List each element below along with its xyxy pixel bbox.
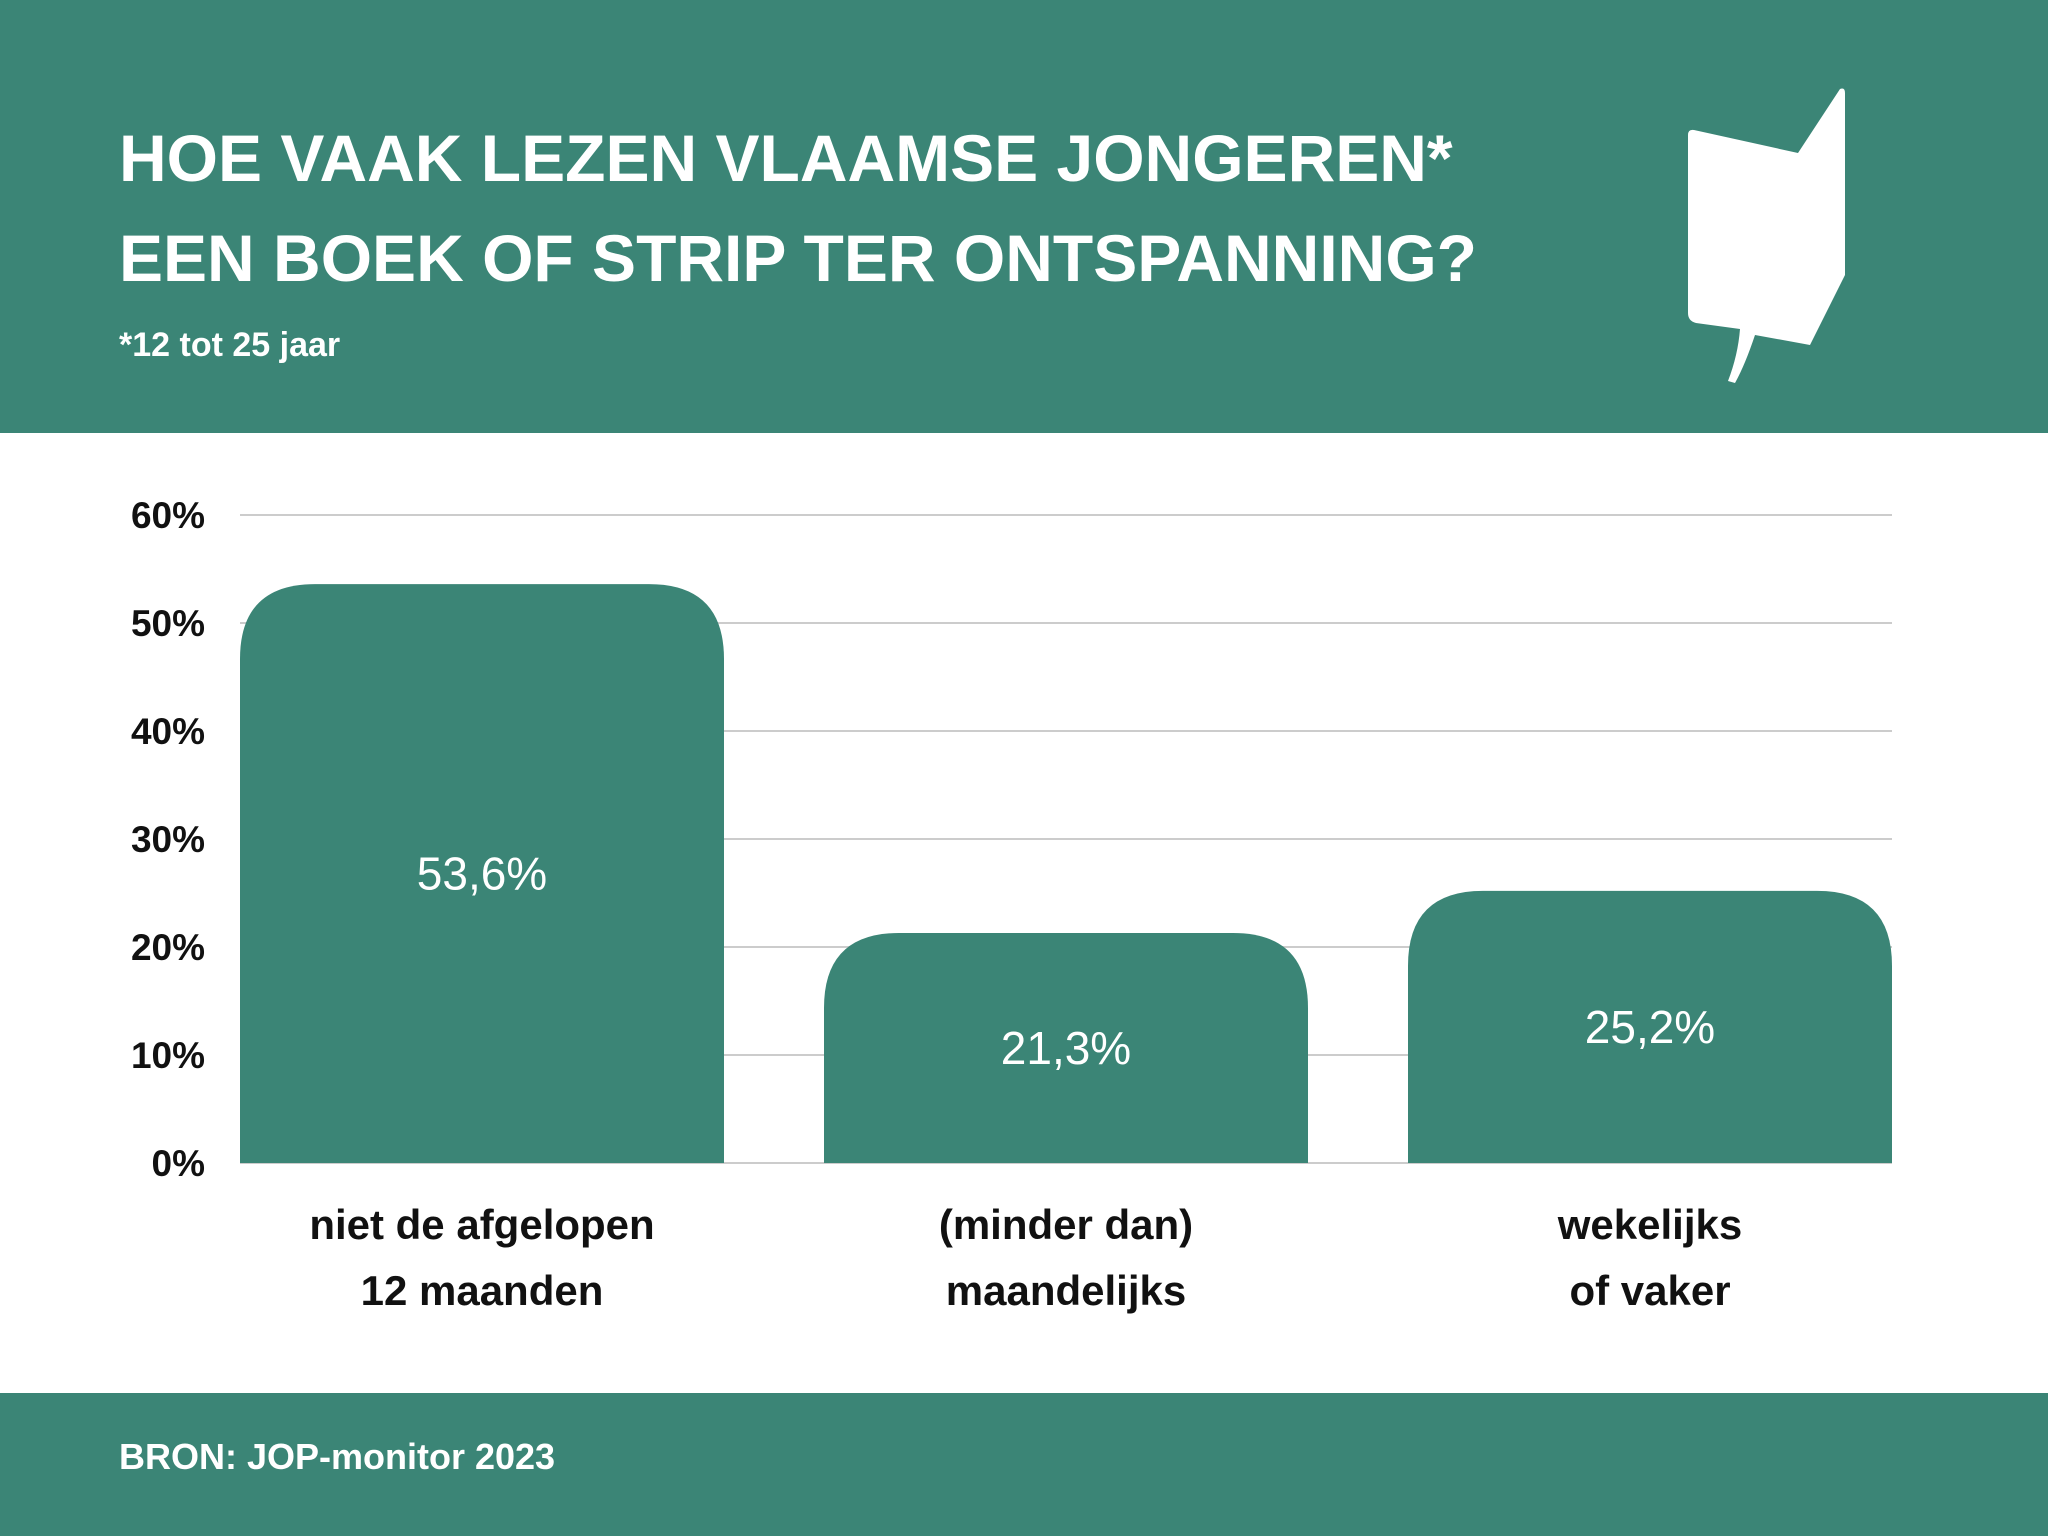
category-label: of vaker [1569,1267,1730,1314]
y-axis-ticks: 0% 10% 20% 30% 40% 50% 60% [131,495,205,1184]
y-tick-label: 40% [131,711,205,752]
bar [240,584,724,1163]
source-label: BRON: JOP-monitor 2023 [119,1436,556,1477]
bar-value-label: 25,2% [1585,1001,1715,1053]
bar-chart: 0% 10% 20% 30% 40% 50% 60% 53,6% 21,3% 25,2% nie… [131,495,1892,1314]
bar [1408,890,1892,1163]
y-tick-label: 0% [152,1143,205,1184]
bar-value-label: 21,3% [1001,1022,1131,1074]
value-labels: 53,6% 21,3% 25,2% [417,848,1715,1074]
y-tick-label: 20% [131,927,205,968]
y-tick-label: 10% [131,1035,205,1076]
book-speech-bubble-icon [1688,88,1845,383]
y-tick-label: 60% [131,495,205,536]
header-banner: HOE VAAK LEZEN VLAAMSE JONGEREN* EEN BOE… [0,0,2048,433]
category-labels: niet de afgelopen 12 maanden (minder dan) m… [309,1201,1742,1314]
category-label: maandelijks [946,1267,1186,1314]
footer-banner [0,1393,2048,1536]
chart-title-line-2: EEN BOEK OF STRIP TER ONTSPANNING? [119,221,1477,295]
category-label: niet de afgelopen [309,1201,654,1248]
bar [824,932,1308,1163]
bar-value-label: 53,6% [417,848,547,900]
y-tick-label: 30% [131,819,205,860]
category-label: 12 maanden [361,1267,604,1314]
chart-title-line-1: HOE VAAK LEZEN VLAAMSE JONGEREN* [119,121,1453,195]
category-label: wekelijks [1557,1201,1742,1248]
chart-subtitle: *12 tot 25 jaar [119,326,341,364]
category-label: (minder dan) [939,1201,1193,1248]
chart-title: HOE VAAK LEZEN VLAAMSE JONGEREN* EEN BOE… [119,108,1619,308]
bars [240,584,1892,1163]
y-tick-label: 50% [131,603,205,644]
